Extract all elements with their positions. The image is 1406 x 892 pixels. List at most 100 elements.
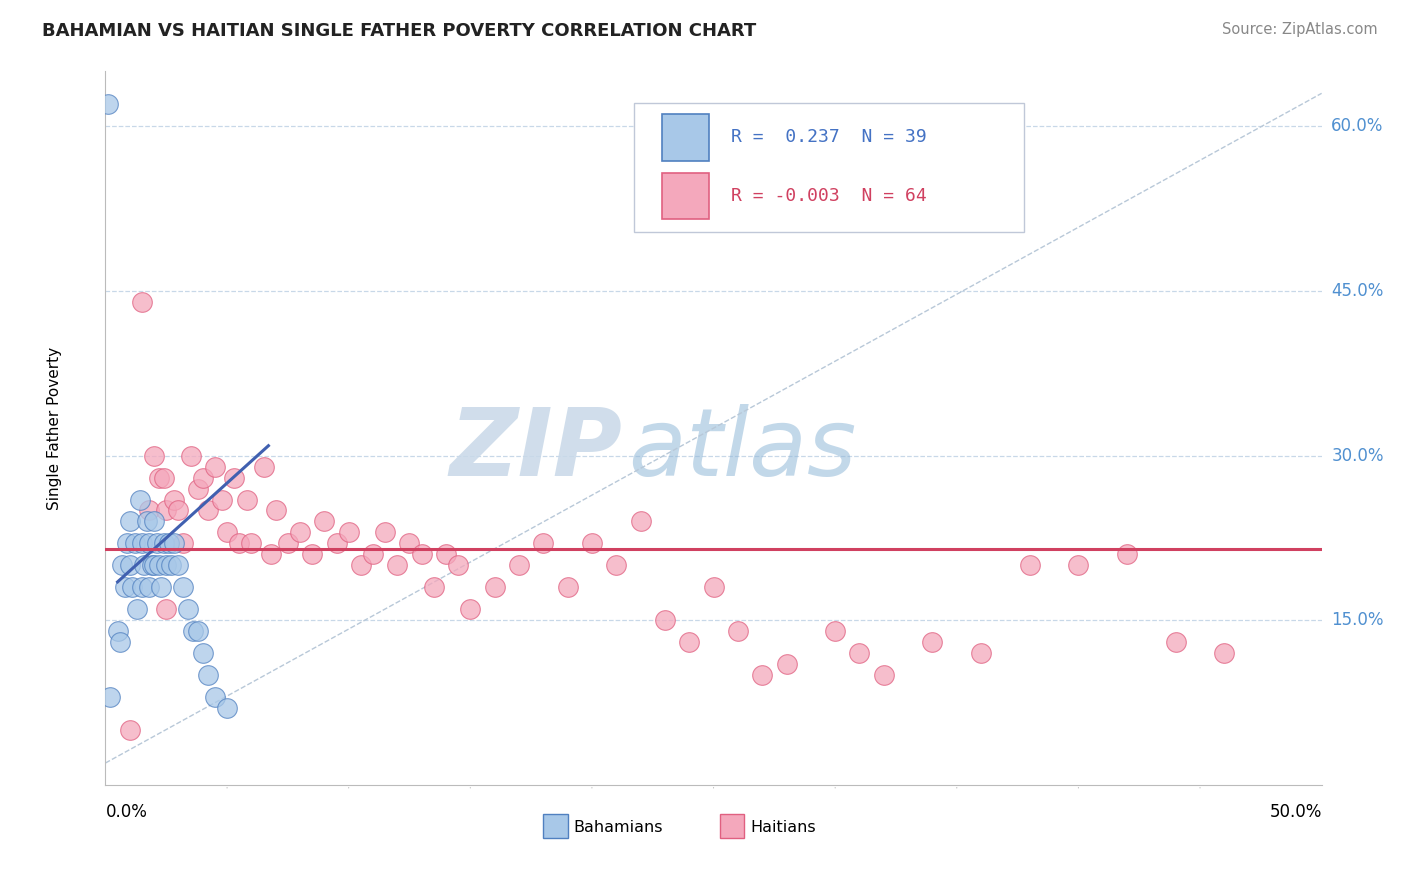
Point bbox=[131, 580, 153, 594]
Text: 0.0%: 0.0% bbox=[105, 803, 148, 821]
Point bbox=[423, 580, 446, 594]
Text: atlas: atlas bbox=[628, 404, 856, 495]
Point bbox=[288, 525, 311, 540]
Point bbox=[235, 492, 257, 507]
Point bbox=[167, 558, 190, 573]
Point bbox=[727, 624, 749, 639]
FancyBboxPatch shape bbox=[634, 103, 1024, 232]
Point bbox=[387, 558, 409, 573]
Point bbox=[398, 536, 420, 550]
Point bbox=[197, 503, 219, 517]
Point bbox=[153, 470, 176, 484]
Point bbox=[217, 525, 239, 540]
Point bbox=[118, 515, 141, 529]
Text: R = -0.003  N = 64: R = -0.003 N = 64 bbox=[731, 187, 927, 205]
FancyBboxPatch shape bbox=[720, 814, 744, 838]
Text: Bahamians: Bahamians bbox=[574, 821, 664, 835]
Point bbox=[630, 515, 652, 529]
Point bbox=[458, 602, 481, 616]
Point bbox=[145, 536, 167, 550]
Point bbox=[508, 558, 530, 573]
Point bbox=[124, 536, 146, 550]
Point bbox=[1164, 635, 1187, 649]
Point bbox=[167, 503, 190, 517]
Text: Haitians: Haitians bbox=[749, 821, 815, 835]
Point bbox=[447, 558, 470, 573]
Point bbox=[141, 558, 163, 573]
Point bbox=[260, 548, 283, 562]
Text: 60.0%: 60.0% bbox=[1331, 117, 1384, 136]
Point bbox=[128, 492, 150, 507]
Point bbox=[1116, 548, 1139, 562]
Point bbox=[434, 548, 457, 562]
Point bbox=[98, 690, 121, 705]
Point bbox=[118, 558, 141, 573]
Point bbox=[135, 515, 157, 529]
Point bbox=[180, 449, 202, 463]
Text: 30.0%: 30.0% bbox=[1331, 447, 1384, 465]
Point bbox=[211, 492, 233, 507]
Point bbox=[131, 536, 153, 550]
Point bbox=[224, 470, 246, 484]
Point bbox=[155, 602, 177, 616]
Point bbox=[605, 558, 627, 573]
Point bbox=[111, 558, 134, 573]
Point bbox=[1213, 646, 1236, 660]
Point bbox=[107, 624, 129, 639]
Point bbox=[143, 515, 166, 529]
Point bbox=[160, 558, 183, 573]
Point bbox=[138, 536, 160, 550]
Point bbox=[131, 294, 153, 309]
Point bbox=[824, 624, 846, 639]
Point bbox=[162, 492, 184, 507]
Point bbox=[117, 536, 139, 550]
Point bbox=[191, 646, 214, 660]
Point bbox=[314, 515, 336, 529]
Point bbox=[702, 580, 725, 594]
Point bbox=[187, 624, 209, 639]
Point bbox=[121, 580, 143, 594]
Point bbox=[125, 602, 148, 616]
Point bbox=[134, 558, 156, 573]
Point bbox=[191, 470, 214, 484]
Point bbox=[325, 536, 347, 550]
Point bbox=[150, 580, 173, 594]
Text: Single Father Poverty: Single Father Poverty bbox=[46, 347, 62, 509]
Point bbox=[138, 580, 160, 594]
FancyBboxPatch shape bbox=[543, 814, 568, 838]
Point bbox=[172, 536, 194, 550]
Point bbox=[143, 558, 166, 573]
Point bbox=[678, 635, 700, 649]
Point bbox=[197, 668, 219, 682]
Point bbox=[277, 536, 299, 550]
Point bbox=[240, 536, 263, 550]
Point bbox=[751, 668, 773, 682]
Point bbox=[153, 536, 176, 550]
Point bbox=[301, 548, 323, 562]
Text: ZIP: ZIP bbox=[450, 403, 623, 496]
Point bbox=[162, 536, 184, 550]
Point bbox=[374, 525, 396, 540]
Point bbox=[148, 470, 170, 484]
Point bbox=[155, 558, 177, 573]
Point bbox=[252, 459, 274, 474]
Point bbox=[181, 624, 204, 639]
Point bbox=[970, 646, 993, 660]
Text: 50.0%: 50.0% bbox=[1270, 803, 1322, 821]
FancyBboxPatch shape bbox=[662, 173, 709, 219]
Point bbox=[775, 657, 797, 672]
Text: 15.0%: 15.0% bbox=[1331, 611, 1384, 629]
Text: 45.0%: 45.0% bbox=[1331, 282, 1384, 300]
Point bbox=[581, 536, 603, 550]
Point bbox=[350, 558, 373, 573]
Point bbox=[138, 503, 160, 517]
Point bbox=[921, 635, 943, 649]
Point bbox=[1018, 558, 1040, 573]
Point bbox=[157, 536, 180, 550]
Point bbox=[361, 548, 384, 562]
Point bbox=[264, 503, 287, 517]
Text: R =  0.237  N = 39: R = 0.237 N = 39 bbox=[731, 128, 927, 146]
Point bbox=[217, 701, 239, 715]
Point bbox=[187, 482, 209, 496]
Point bbox=[411, 548, 433, 562]
